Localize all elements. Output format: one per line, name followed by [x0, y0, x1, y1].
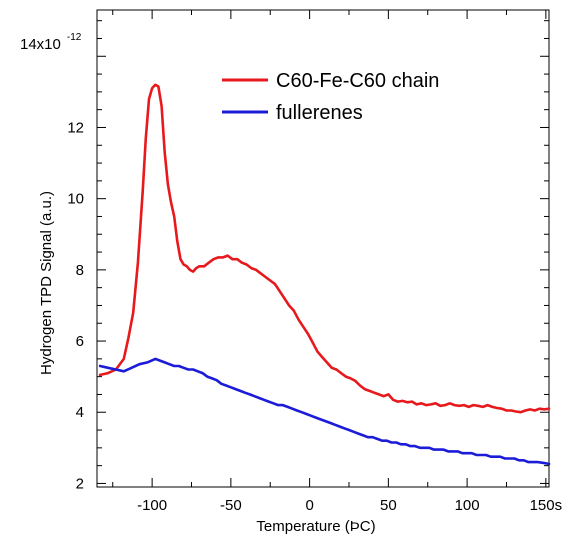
y-tick-label: 8: [76, 262, 84, 279]
x-tick-label: -100: [137, 497, 167, 514]
y-tick-label: 10: [67, 191, 84, 208]
x-tick-label: -50: [220, 497, 242, 514]
series-lines: [98, 83, 551, 466]
y-tick-label: 4: [76, 404, 84, 421]
y-tick-label: 12: [67, 119, 84, 136]
series-line-chain: [98, 83, 551, 414]
x-tick-label: 150s: [530, 497, 563, 514]
legend-label-chain: C60-Fe-C60 chain: [276, 70, 439, 92]
x-axis-ticks: -100 -50 0 50 100 150s: [112, 10, 563, 514]
y-tick-label: 6: [76, 333, 84, 350]
plot-frame: [96, 9, 550, 488]
x-tick-label: 100: [455, 497, 480, 514]
legend: C60-Fe-C60 chain fullerenes: [222, 70, 439, 124]
legend-label-fullerenes: fullerenes: [276, 102, 363, 124]
y-tick-label: 2: [76, 475, 84, 492]
y-axis-title: Hydrogen TPD Signal (a.u.): [38, 191, 55, 375]
x-axis-title: Temperature (ÞC): [256, 518, 375, 535]
x-tick-label: 0: [305, 497, 313, 514]
y-multiplier-label: 14x10 -12: [20, 32, 82, 53]
y-axis-ticks: 2 4 6 8 10 12: [67, 20, 549, 492]
x-tick-label: 50: [380, 497, 397, 514]
series-line-fullerenes: [98, 357, 551, 466]
